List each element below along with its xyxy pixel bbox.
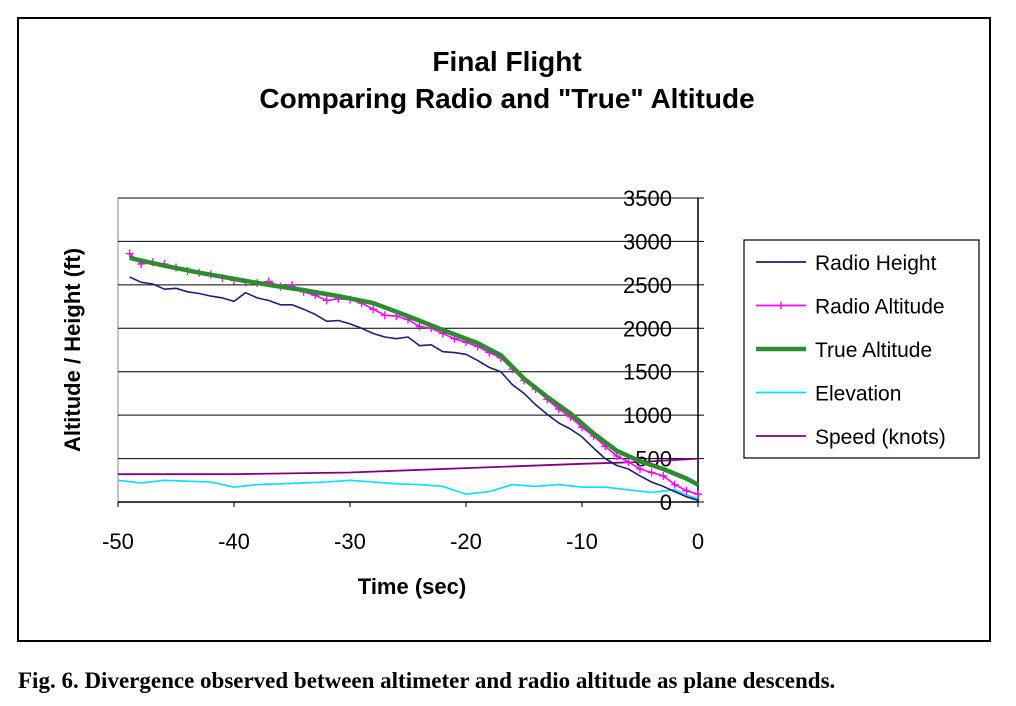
y-tick-label: 1000 bbox=[623, 403, 672, 428]
data-point-radio-altitude bbox=[670, 480, 679, 489]
x-axis-label: Time (sec) bbox=[358, 574, 466, 599]
series-line-radio-height bbox=[129, 276, 699, 502]
chart: Final Flight Comparing Radio and "True" … bbox=[60, 46, 980, 599]
chart-title: Final Flight bbox=[432, 46, 581, 77]
data-point-radio-altitude bbox=[322, 296, 331, 305]
legend-label-radio-height: Radio Height bbox=[815, 252, 937, 275]
chart-subtitle: Comparing Radio and "True" Altitude bbox=[259, 83, 754, 114]
legend-label-elevation: Elevation bbox=[815, 383, 901, 406]
y-tick-label: 2500 bbox=[623, 273, 672, 298]
data-point-radio-altitude bbox=[369, 305, 378, 314]
series-line-true-altitude bbox=[129, 255, 700, 487]
legend-label-radio-altitude: Radio Altitude bbox=[815, 296, 945, 319]
legend-marker-radio-altitude bbox=[777, 301, 785, 310]
x-tick-label: -10 bbox=[566, 529, 598, 554]
y-axis-label: Altitude / Height (ft) bbox=[60, 248, 85, 452]
x-tick-label: -20 bbox=[450, 529, 482, 554]
data-point-radio-altitude bbox=[612, 451, 621, 460]
data-point-radio-altitude bbox=[125, 249, 134, 258]
data-point-radio-altitude bbox=[624, 458, 633, 467]
x-tick-label: -30 bbox=[334, 529, 366, 554]
y-tick-label: 1500 bbox=[623, 360, 672, 385]
data-point-radio-altitude bbox=[415, 322, 424, 331]
data-point-radio-altitude bbox=[380, 311, 389, 320]
x-tick-label: 0 bbox=[692, 529, 704, 554]
legend: Radio Height Radio Altitude True Altitude E… bbox=[743, 239, 980, 459]
data-point-radio-altitude bbox=[694, 490, 702, 499]
x-tick-label: -40 bbox=[218, 529, 250, 554]
series-line-elevation bbox=[117, 479, 699, 500]
figure-caption: Fig. 6. Divergence observed between alti… bbox=[18, 668, 836, 693]
y-tick-label: 3000 bbox=[623, 229, 672, 254]
data-point-radio-altitude bbox=[659, 471, 668, 480]
data-point-radio-altitude bbox=[682, 486, 691, 495]
plot-background bbox=[117, 197, 699, 503]
y-tick-label: 3500 bbox=[623, 186, 672, 211]
data-point-radio-altitude bbox=[647, 468, 656, 477]
data-point-radio-altitude bbox=[636, 464, 644, 473]
y-tick-label: 2000 bbox=[623, 316, 672, 341]
x-tick-label: -50 bbox=[102, 529, 134, 554]
legend-label-true-altitude: True Altitude bbox=[815, 339, 932, 362]
legend-label-speed-knots: Speed (knots) bbox=[815, 426, 946, 449]
